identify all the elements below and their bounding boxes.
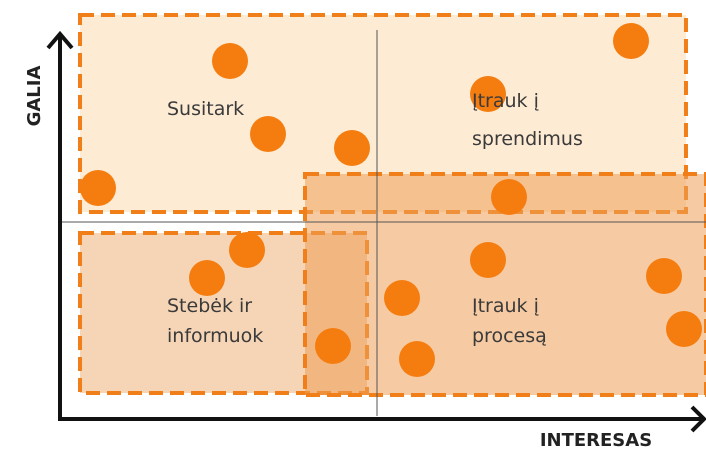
quadrant-label: sprendimus <box>472 128 583 150</box>
stakeholder-dot <box>384 280 420 316</box>
stakeholder-dot <box>229 232 265 268</box>
stakeholder-dot <box>80 170 116 206</box>
quadrant-label: Įtrauk į <box>472 90 539 112</box>
stakeholder-dot <box>666 311 702 347</box>
stakeholder-dot <box>315 328 351 364</box>
stakeholder-dot <box>189 260 225 296</box>
stakeholder-dot <box>212 43 248 79</box>
stakeholder-dot <box>334 130 370 166</box>
y-axis-arrow <box>46 30 74 50</box>
quadrant-label: Įtrauk į <box>472 295 539 317</box>
stakeholder-dot <box>613 23 649 59</box>
stakeholder-dot <box>646 258 682 294</box>
stakeholder-dot <box>470 76 506 112</box>
stakeholder-dot <box>250 116 286 152</box>
stakeholders <box>80 23 702 377</box>
stakeholder-dot <box>491 179 527 215</box>
quadrant-label: informuok <box>167 325 263 347</box>
quadrant-label: Stebėk ir <box>167 295 252 317</box>
y-axis-label: GALIA <box>24 66 45 127</box>
quadrant-label: procesą <box>472 325 547 347</box>
x-axis-label: INTERESAS <box>540 430 652 450</box>
quadrant-label: Susitark <box>167 98 244 120</box>
x-axis-arrow <box>690 405 706 433</box>
stakeholder-dot <box>470 242 506 278</box>
stakeholder-dot <box>399 341 435 377</box>
